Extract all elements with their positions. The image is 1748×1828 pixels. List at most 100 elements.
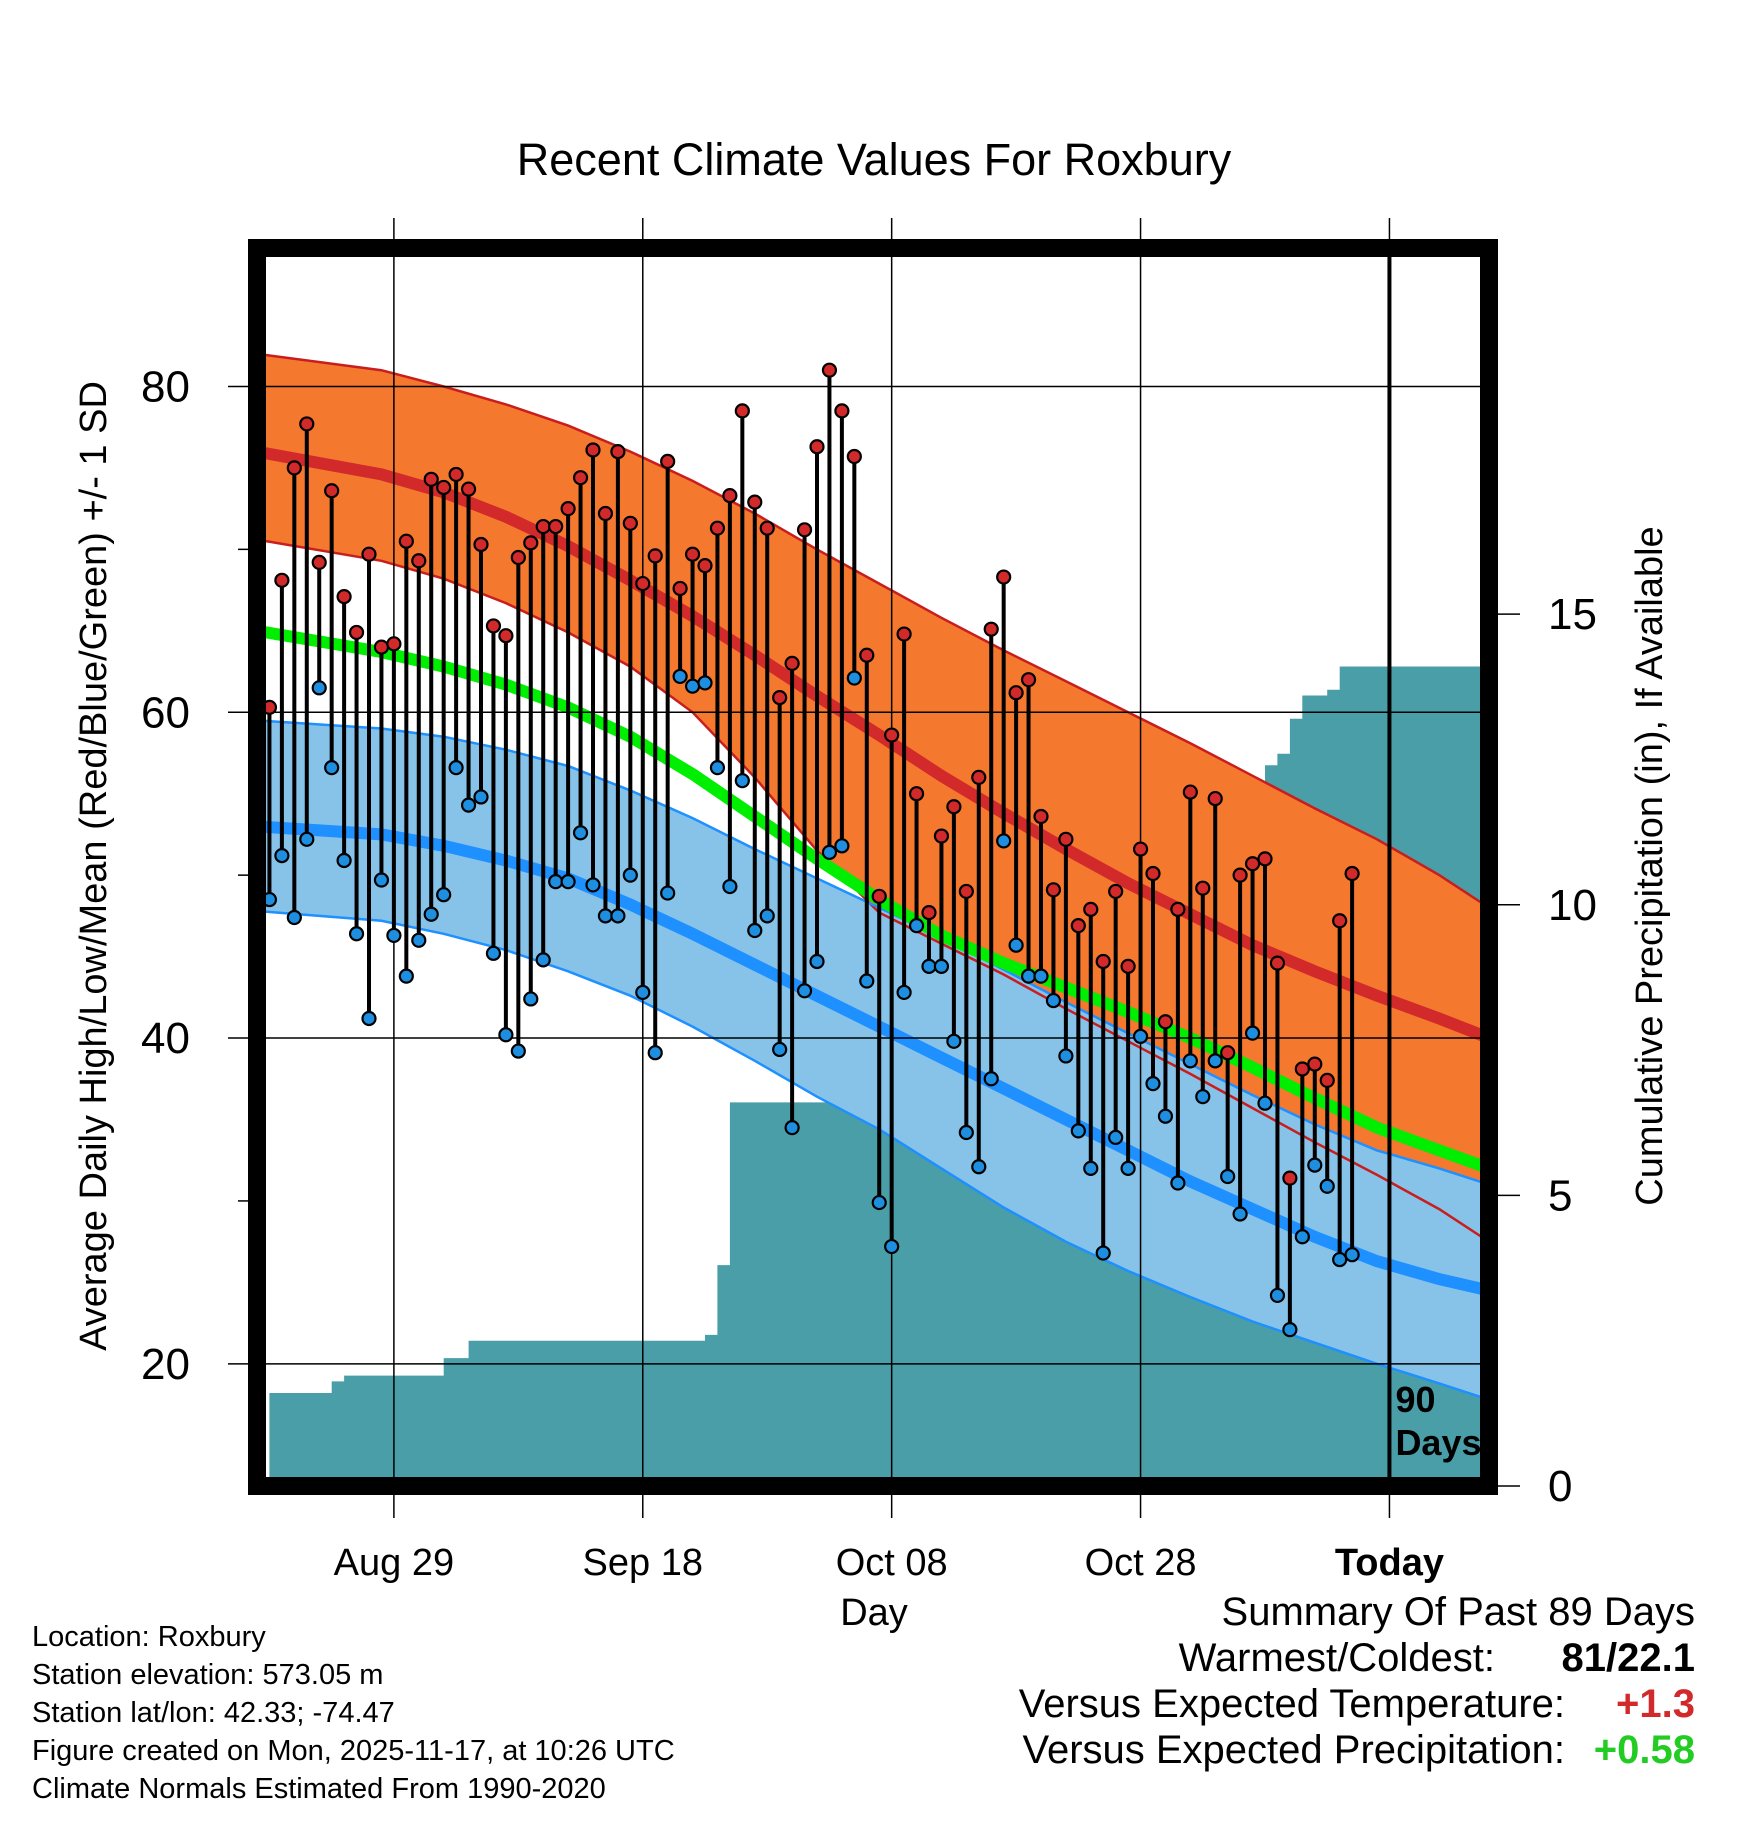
high-normal-line [257,445,1489,1044]
daily-high-point [597,505,614,522]
daily-high-point [1070,918,1086,934]
daily-high-point [734,403,750,419]
daily-low-point [572,825,589,841]
daily-low-point [759,908,775,924]
daily-high-point [560,501,576,517]
daily-low-point [1332,1251,1348,1268]
daily-high-point [958,883,974,900]
daily-high-point [1195,880,1211,896]
daily-high-point [311,554,327,570]
daily-low-point [535,952,551,968]
warm-cold-label: Warmest/Coldest: [1178,1636,1495,1680]
daily-low-point [709,760,726,776]
y2-tick-label: 15 [1548,590,1597,639]
daily-high-point [796,522,813,538]
daily-high-point [274,572,290,588]
x-axis-label: Day [840,1592,908,1634]
daily-high-point [635,575,651,592]
daily-low-point [423,906,439,922]
daily-low-point [436,887,452,903]
x-tick-label: Aug 29 [334,1542,454,1584]
daily-high-point [572,470,589,486]
daily-low-point [1344,1247,1360,1263]
x-tick-label: Today [1335,1542,1444,1584]
daily-low-point [386,927,402,944]
daily-high-point [784,655,800,671]
daily-high-point [859,647,875,663]
daily-high-point [324,483,340,499]
daily-high-point [1344,865,1360,882]
daily-low-point [834,838,850,854]
daily-low-point [1170,1175,1186,1191]
summary-panel: Summary Of Past 89 Days Warmest/Coldest:… [975,1590,1695,1774]
daily-low-point [1244,1025,1261,1041]
daily-high-point [846,448,862,465]
daily-high-point [286,460,302,476]
daily-low-point [1008,937,1024,953]
x-tick-label: Sep 18 [583,1542,703,1584]
daily-high-point [1045,882,1062,898]
daily-high-point [1232,867,1248,883]
daily-low-point [647,1045,663,1061]
daily-low-point [1070,1123,1086,1139]
daily-high-point [1170,901,1186,917]
daily-high-point [1207,790,1223,807]
precip-anomaly-label: Versus Expected Precipitation: [1022,1728,1565,1772]
daily-low-point [884,1238,900,1255]
daily-low-point [311,680,327,696]
daily-high-point [622,515,638,531]
daily-high-point [908,786,925,802]
daily-high-point [336,588,352,605]
daily-low-point [1020,968,1037,984]
daily-low-point [821,844,838,860]
daily-low-point [946,1033,962,1049]
daily-low-point [1132,1028,1149,1045]
y2-axis-ticks: 0 5 10 15 [1498,590,1597,1511]
daily-low-point [622,867,638,883]
daily-high-point [809,439,825,455]
daily-high-point [1244,856,1261,872]
y2-axis-label: Cumulative Precipitation (in), If Availa… [1629,526,1671,1205]
daily-high-point [946,799,962,815]
daily-low-point [684,678,701,694]
daily-low-point [361,1010,377,1027]
daily-low-point [1220,1168,1236,1185]
daily-low-point [1157,1108,1174,1124]
daily-high-point [1257,851,1273,867]
daily-high-point [996,569,1012,585]
y2-tick-label: 0 [1548,1462,1572,1511]
daily-low-point [971,1159,987,1175]
daily-low-point [299,831,315,847]
daily-low-point [373,872,390,888]
daily-low-point [747,922,763,939]
daily-high-point [398,533,414,549]
daily-low-point [809,953,825,970]
daily-low-point [958,1124,974,1141]
daily-high-point [1157,1014,1174,1030]
daily-high-point [834,403,850,419]
daily-high-point [672,580,688,597]
daily-low-point [1045,992,1062,1009]
daily-high-point [1182,784,1198,800]
daily-low-point [286,909,302,926]
daily-high-point [921,905,937,921]
daily-high-point [933,828,950,844]
plot-frame [248,239,1498,1495]
daily-low-point [1108,1129,1124,1146]
daily-low-point [1319,1178,1335,1194]
daily-high-point [1095,953,1111,970]
daily-high-point [299,416,315,432]
normals-text: Climate Normals Estimated From 1990-2020 [32,1773,606,1805]
daily-high-point [1033,808,1049,825]
daily-high-point [473,536,489,553]
daily-high-point [361,546,377,562]
daily-low-point [274,847,290,864]
latlon-text: Station lat/lon: 42.33; -74.47 [32,1697,395,1729]
daily-low-point [1033,968,1049,984]
daily-high-point [535,518,551,535]
temp-anomaly-value: +1.3 [1616,1682,1695,1726]
daily-low-point [523,991,539,1007]
daily-high-point [697,558,713,574]
daily-high-point [660,453,676,469]
daily-low-point [1257,1095,1273,1111]
